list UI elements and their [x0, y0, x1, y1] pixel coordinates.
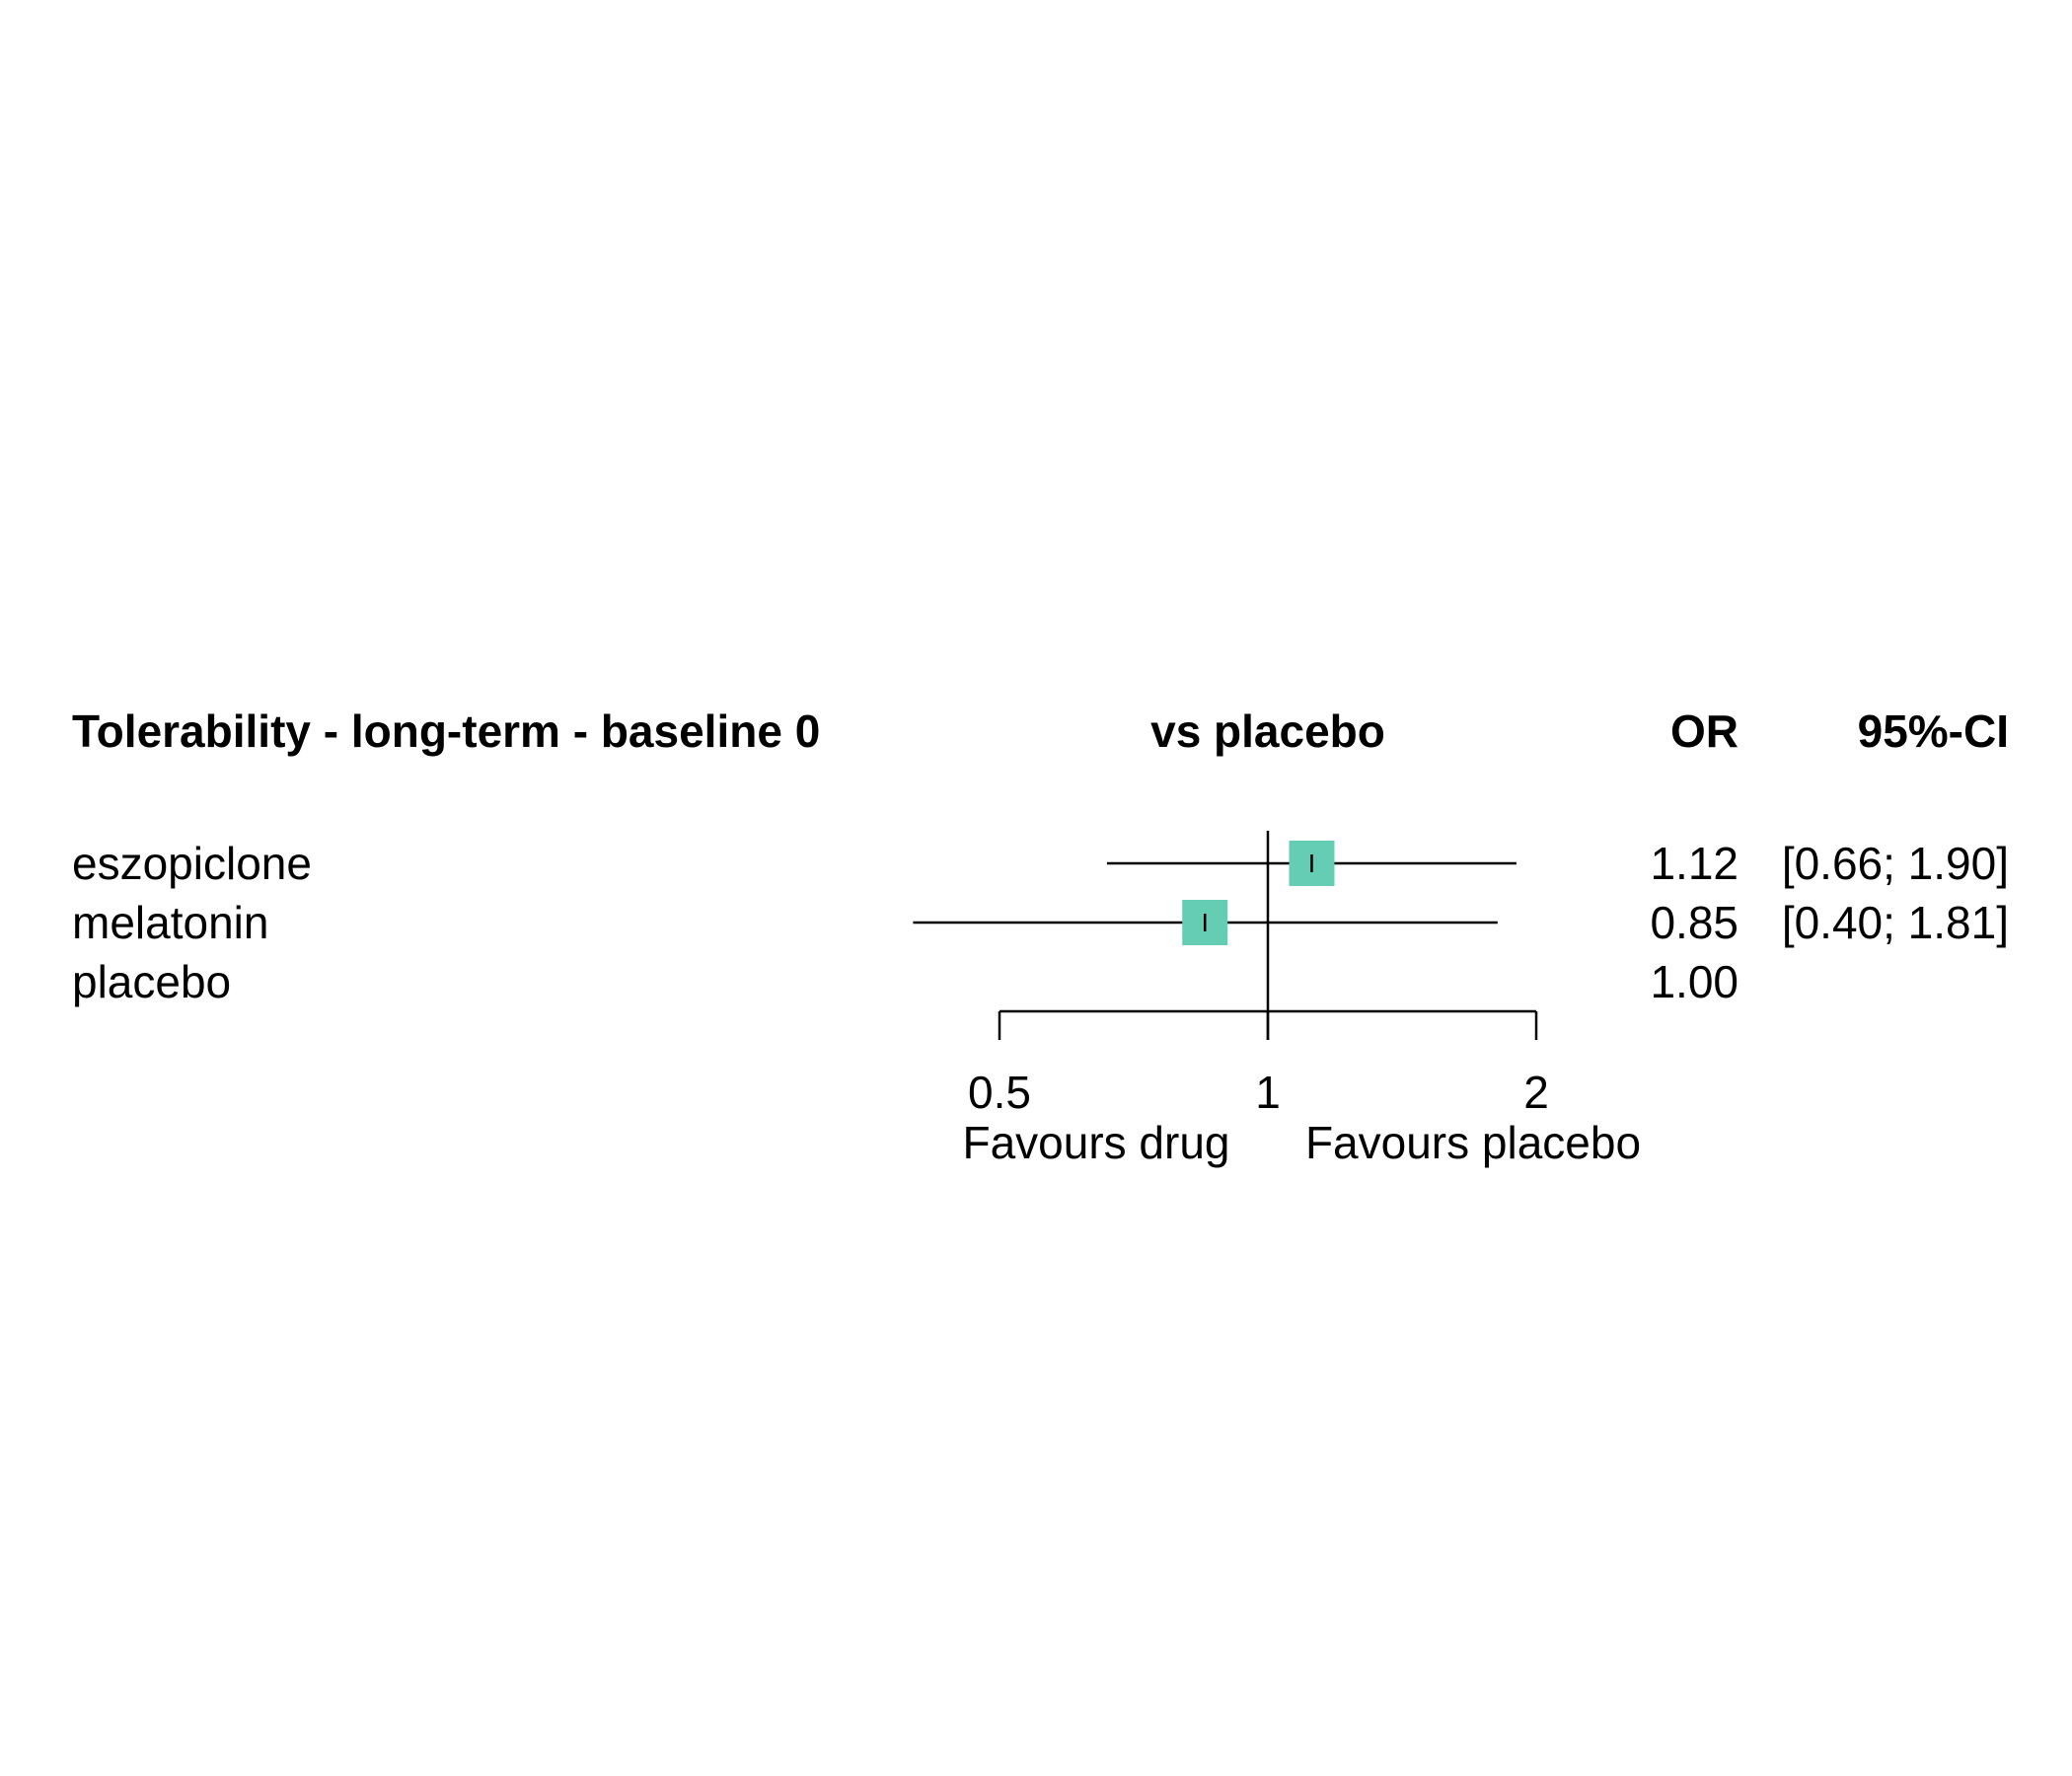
- or-value: 0.85: [1650, 897, 1739, 948]
- favours-placebo-label: Favours placebo: [1305, 1117, 1641, 1168]
- axis-tick-label: 2: [1523, 1067, 1549, 1118]
- row-label: melatonin: [72, 897, 268, 948]
- row-label: eszopiclone: [72, 838, 312, 889]
- ci-value: [0.66; 1.90]: [1782, 838, 2009, 889]
- ci-header: 95%-CI: [1858, 705, 2009, 757]
- study-rows: eszopiclone 1.12 [0.66; 1.90] melatonin 0.85…: [72, 838, 2009, 1007]
- favours-drug-label: Favours drug: [962, 1117, 1229, 1168]
- or-value: 1.00: [1650, 956, 1739, 1007]
- axis-tick-label: 1: [1255, 1067, 1281, 1118]
- or-header: OR: [1670, 705, 1739, 757]
- plot-title: Tolerability - long-term - baseline 0: [72, 705, 820, 757]
- comparison-header: vs placebo: [1150, 705, 1385, 757]
- x-axis: 0.5 1 2: [968, 1009, 1549, 1118]
- or-value: 1.12: [1650, 838, 1739, 889]
- ci-value: [0.40; 1.81]: [1782, 897, 2009, 948]
- estimate-marks: [913, 831, 1517, 1040]
- row-label: placebo: [72, 956, 231, 1007]
- axis-tick-label: 0.5: [968, 1067, 1031, 1118]
